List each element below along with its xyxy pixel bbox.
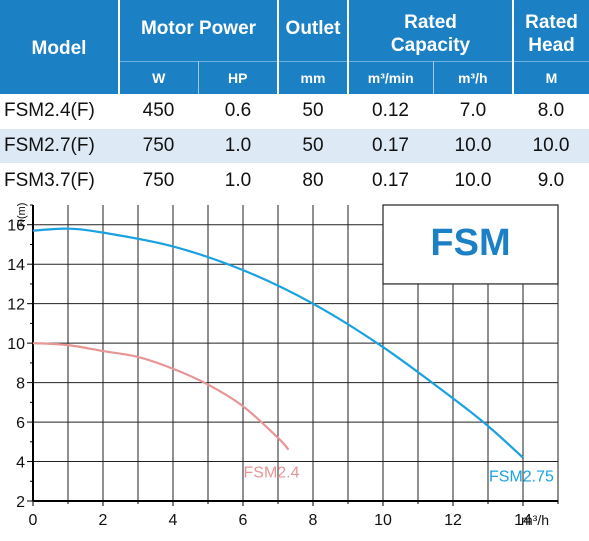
header-rated-head-line1: Rated	[525, 12, 578, 33]
table-row: FSM2.7(F) 750 1.0 50 0.17 10.0 10.0	[0, 128, 589, 164]
x-tick-label: 12	[444, 512, 462, 529]
y-tick-label: 6	[16, 415, 25, 432]
cell-hp: 1.0	[198, 163, 278, 199]
cell-m3-min: 0.17	[348, 128, 433, 164]
x-axis-label: m³/h	[521, 512, 549, 528]
table-row: FSM3.7(F) 750 1.0 80 0.17 10.0 9.0	[0, 163, 589, 199]
cell-hp: 0.6	[198, 94, 278, 129]
cell-mm: 50	[278, 128, 348, 164]
cell-m3-h: 10.0	[433, 163, 514, 199]
cell-m3-h: 7.0	[433, 94, 514, 129]
cell-model: FSM3.7(F)	[0, 163, 119, 199]
y-tick-label: 4	[16, 455, 25, 472]
cell-mm: 80	[278, 163, 348, 199]
grid	[33, 204, 559, 501]
cell-w: 450	[119, 94, 198, 129]
unit-hp: HP	[198, 61, 279, 94]
header-rated-head-line2: Head	[528, 35, 575, 56]
x-tick-label: 4	[169, 512, 178, 529]
chart-title: FSM	[430, 222, 510, 264]
spec-table: Model Motor Power Outlet Rated Capacity …	[0, 0, 589, 199]
y-axis-label: H(m)	[16, 203, 28, 227]
y-tick-label: 10	[7, 336, 25, 353]
series-line-fsm2-75	[32, 227, 524, 459]
x-tick-label: 8	[309, 512, 318, 529]
x-tick-label: 10	[374, 512, 392, 529]
header-motor-power: Motor Power	[119, 0, 279, 62]
series-group	[32, 227, 524, 459]
series-line-fsm2-4	[32, 342, 290, 451]
cell-model: FSM2.4(F)	[0, 94, 119, 129]
unit-m: M	[513, 61, 589, 94]
title-box	[382, 204, 559, 285]
cell-model: FSM2.7(F)	[0, 128, 119, 164]
x-tick-label: 0	[29, 512, 38, 529]
table-row: FSM2.4(F) 450 0.6 50 0.12 7.0 8.0	[0, 94, 589, 129]
y-tick-label: 2	[16, 494, 25, 511]
header-model: Model	[0, 0, 120, 94]
series-label: FSM2.75	[489, 469, 554, 486]
header-rated-capacity: Rated Capacity	[348, 0, 515, 62]
unit-mm: mm	[278, 61, 349, 94]
x-tick-label: 6	[239, 512, 248, 529]
series-label: FSM2.4	[244, 465, 300, 482]
cell-m3-h: 10.0	[433, 128, 514, 164]
cell-hp: 1.0	[198, 128, 278, 164]
header-rated-head: Rated Head	[513, 0, 589, 62]
y-tick-label: 8	[16, 376, 25, 393]
cell-m3-min: 0.12	[348, 94, 433, 129]
header-rated-capacity-line2: Capacity	[390, 35, 471, 56]
header-rated-capacity-line1: Rated	[404, 12, 457, 33]
cell-m: 10.0	[513, 128, 589, 164]
cell-mm: 50	[278, 94, 348, 129]
cell-w: 750	[119, 128, 198, 164]
cell-m: 9.0	[513, 163, 589, 199]
unit-m3-min: m³/min	[348, 61, 434, 94]
header-outlet: Outlet	[278, 0, 349, 62]
cell-w: 750	[119, 163, 198, 199]
cell-m: 8.0	[513, 94, 589, 129]
y-tick-label: 16	[7, 218, 25, 235]
x-tick-label: 2	[99, 512, 108, 529]
y-tick-label: 12	[7, 297, 25, 314]
x-tick-label: 14	[514, 512, 532, 529]
unit-m3-h: m³/h	[433, 61, 515, 94]
unit-w: W	[119, 61, 199, 94]
cell-m3-min: 0.17	[348, 163, 433, 199]
y-tick-label: 14	[7, 257, 25, 274]
axes	[27, 204, 559, 506]
